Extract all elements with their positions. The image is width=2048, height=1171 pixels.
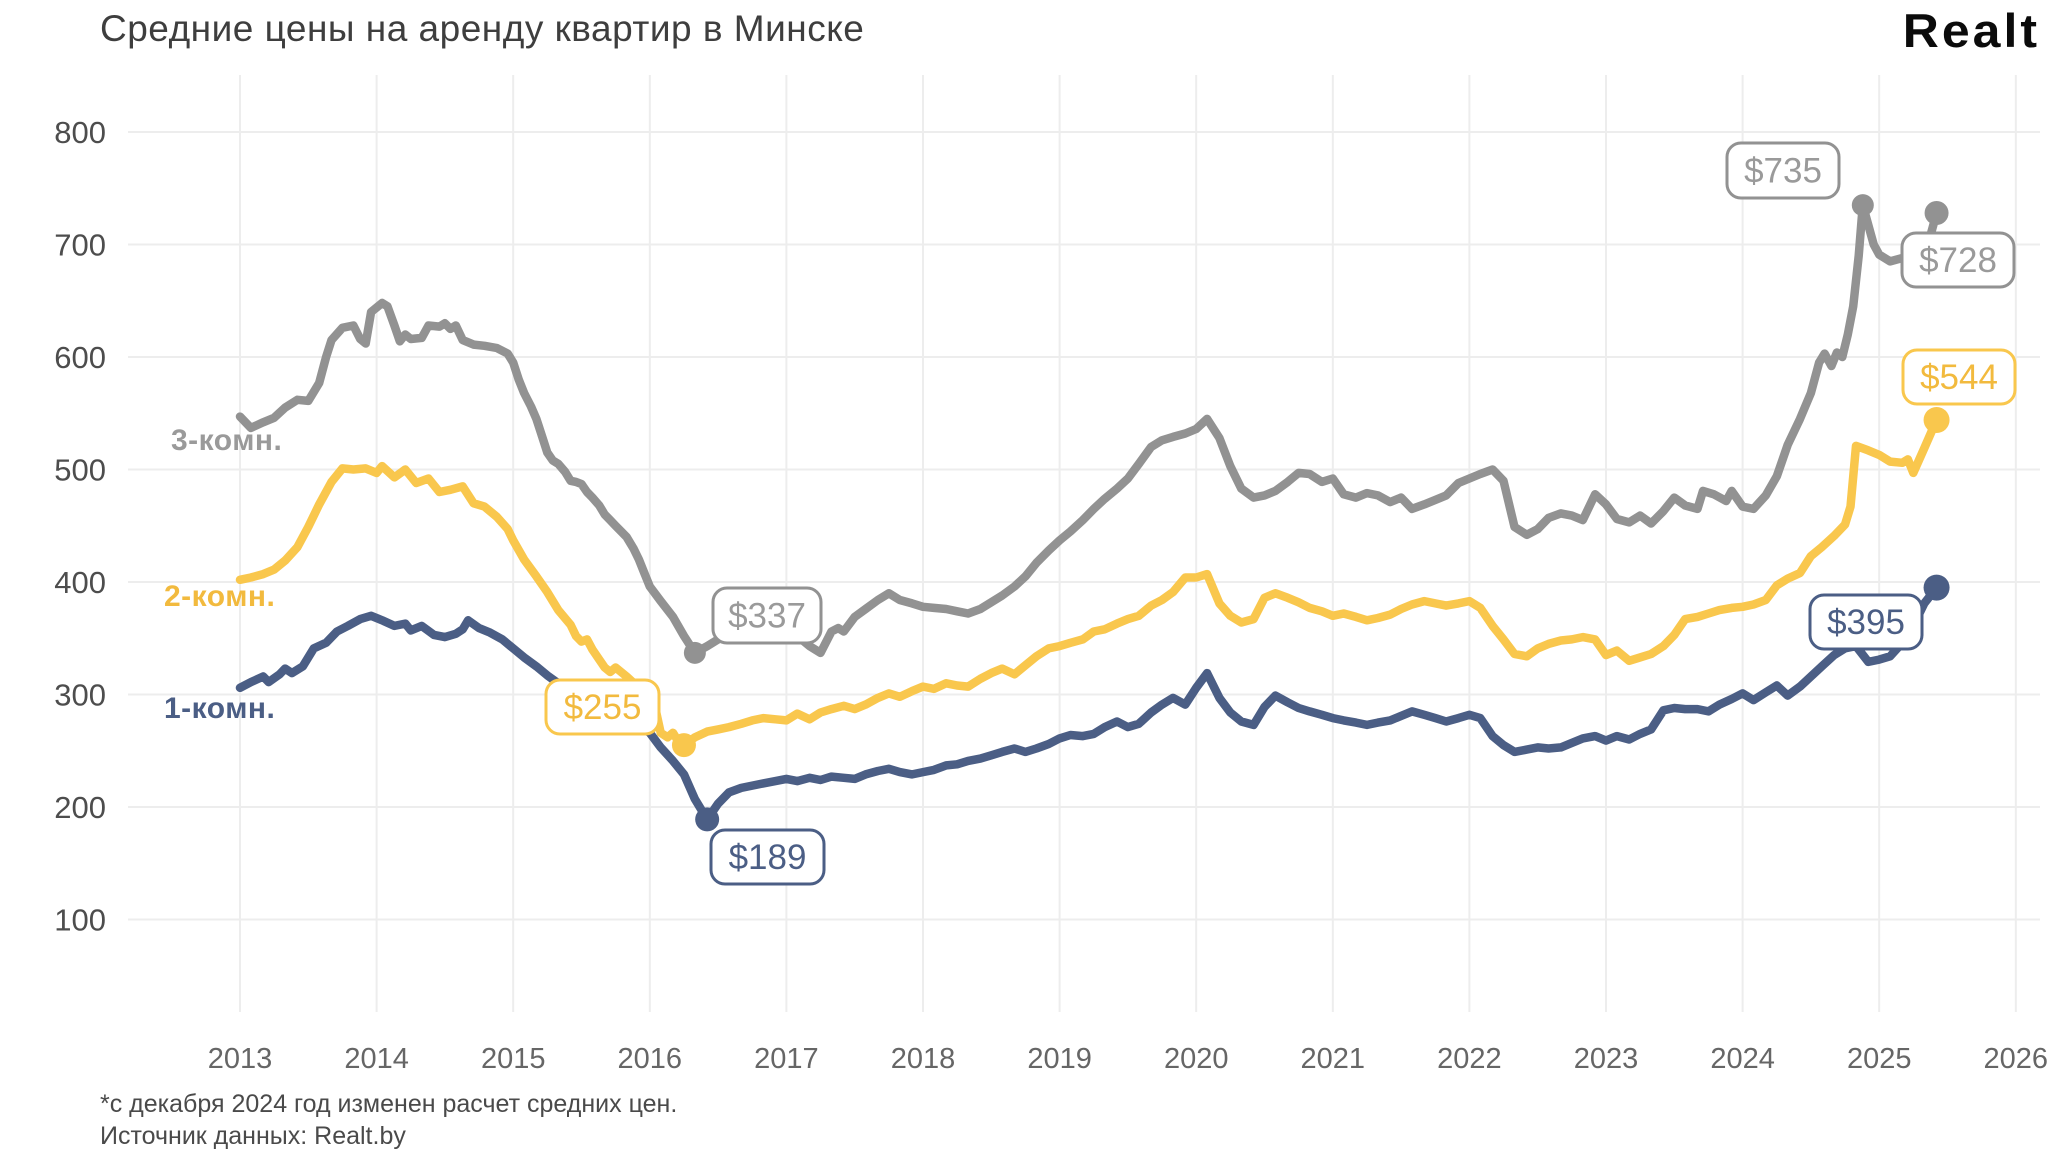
y-tick-label: 100 (54, 903, 106, 938)
annotation-value-label: $255 (564, 688, 642, 727)
series-3-комн. (235, 200, 1941, 658)
x-tick-label: 2018 (891, 1043, 956, 1075)
x-tick-label: 2017 (754, 1043, 819, 1075)
y-tick-label: 500 (54, 453, 106, 488)
series-label-3-room: 3-комн. (171, 424, 283, 457)
footnote-method-note: *с декабря 2024 год изменен расчет средн… (100, 1090, 678, 1118)
series-line-2 (235, 583, 1941, 824)
annotation-value-label: $337 (728, 597, 806, 636)
series-label-1-room: 1-комн. (164, 692, 276, 725)
y-axis-tick-labels: 100 200 300 400 500 600 700 800 (54, 115, 106, 938)
data-point-dot (1923, 574, 1950, 601)
y-tick-label: 200 (54, 790, 106, 825)
footnote-source: Источник данных: Realt.by (100, 1122, 406, 1150)
annotation-box (1725, 141, 1841, 200)
annotation-box (544, 678, 661, 736)
y-tick-label: 800 (54, 115, 106, 150)
x-tick-label: 2020 (1164, 1043, 1229, 1075)
x-tick-label: 2024 (1710, 1043, 1775, 1075)
x-tick-label: 2025 (1847, 1043, 1912, 1075)
x-tick-label: 2022 (1437, 1043, 1502, 1075)
series-label-2-room: 2-комн. (164, 580, 276, 613)
x-tick-label: 2021 (1301, 1043, 1366, 1075)
annotation-box (1808, 593, 1924, 651)
annotations-2-комн.: $255 $544 (544, 348, 2017, 758)
annotation-box (709, 828, 826, 886)
y-tick-label: 400 (54, 565, 106, 600)
gridlines (128, 75, 2040, 1012)
annotation-value-label: $728 (1919, 241, 1997, 280)
annotations-1-комн.: $189 $395 (695, 574, 1950, 886)
data-point-dot (1851, 194, 1874, 217)
x-tick-label: 2015 (481, 1043, 546, 1075)
annotation-value-label: $189 (729, 838, 807, 877)
series-line-0 (235, 200, 1941, 658)
x-tick-label: 2019 (1027, 1043, 1092, 1075)
data-point-dot (683, 641, 706, 664)
annotation-box (1901, 348, 2017, 406)
data-point-dot (1923, 407, 1950, 433)
chart-title: Средние цены на аренду квартир в Минске (100, 8, 865, 49)
x-tick-label: 2026 (1984, 1043, 2048, 1075)
y-tick-label: 700 (54, 228, 106, 263)
x-tick-label: 2014 (344, 1043, 409, 1075)
data-point-dot (695, 807, 720, 832)
data-point-dot (671, 733, 696, 758)
annotations-3-комн.: $337 $735 $728 (683, 141, 2016, 664)
x-tick-label: 2016 (618, 1043, 683, 1075)
x-tick-label: 2023 (1574, 1043, 1639, 1075)
annotation-value-label: $735 (1744, 152, 1822, 191)
annotation-value-label: $395 (1827, 603, 1905, 642)
series-line-1 (235, 415, 1941, 750)
annotation-value-label: $544 (1920, 358, 1998, 397)
x-tick-label: 2013 (208, 1043, 273, 1075)
y-tick-label: 300 (54, 678, 106, 713)
annotation-box (1900, 231, 2016, 289)
annotation-box (711, 586, 823, 645)
series-2-комн. (235, 415, 1941, 750)
series-1-комн. (235, 583, 1941, 824)
y-tick-label: 600 (54, 340, 106, 375)
data-point-dot (1924, 201, 1949, 225)
x-axis-tick-labels: 2013 2014 2015 2016 2017 2018 2019 2020 2021 2022… (208, 1043, 2048, 1075)
realt-logo: Realt (1902, 4, 2040, 58)
